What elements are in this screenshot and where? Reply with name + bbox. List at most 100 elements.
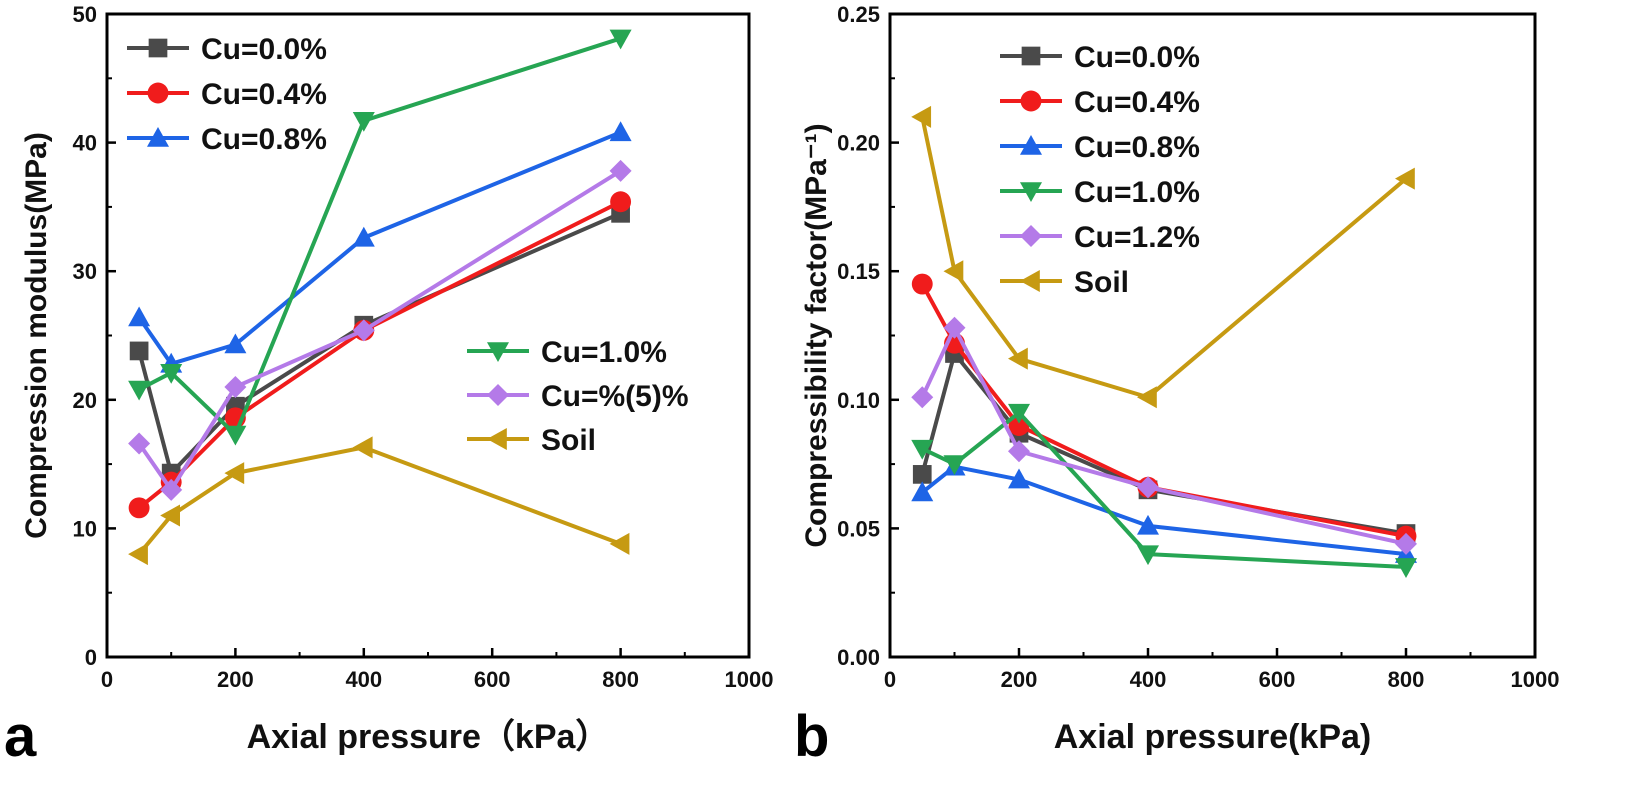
panel-a-legend-item-cu-0-8-label: Cu=0.8% (201, 123, 327, 156)
panel-b-series-cu-1-2-point-800 (1395, 532, 1417, 555)
panel-a-y-tick-label-2: 20 (73, 388, 97, 413)
panel-b-series-cu-0-0 (912, 344, 1416, 543)
panel-a-y-tick-label-1: 10 (73, 516, 97, 541)
panel-a-legend-item-soil-marker (487, 428, 507, 450)
panel-a-series-cu-0-0-point-50 (129, 341, 149, 361)
panel-a-series-cu-1-0-point-100 (160, 363, 183, 384)
panel-a-series-cu-1-2-point-100 (160, 478, 183, 501)
panel-b-series-cu-1-0-point-100 (943, 455, 966, 476)
panel-a-series-cu-0-8-point-400 (352, 226, 375, 247)
panel-b-chart: 0 200 400 600 800 1000 0.00 0.05 0.10 0.15 0.20 0.2… (800, 2, 1559, 756)
panel-b-y-tick-label-1: 0.05 (837, 516, 880, 541)
panel-b-series-cu-1-2-point-200 (1008, 440, 1030, 463)
panel-b-series-cu-0-4-line (920, 283, 1407, 539)
panel-a-series-soil-point-100 (160, 504, 180, 527)
panel-a-series-soil-point-50 (128, 543, 148, 566)
panel-b-series-cu-1-0-point-800 (1395, 558, 1417, 578)
panel-a-legend-item-cu-1-0-marker (487, 342, 509, 362)
panel-a-x-axis-title: Axial pressure（kPa） (247, 717, 610, 756)
panel-b-legend-item-cu-0-0-label: Cu=0.0% (1074, 41, 1200, 74)
panel-b-x-tick-label-200: 200 (1001, 667, 1038, 692)
panel-a-x-tick-label-0: 0 (101, 667, 113, 692)
panel-b-legend-item-cu-0-0-marker (1021, 46, 1041, 66)
panel-b-series-soil (911, 105, 1415, 409)
panel-b-series-cu-1-2-point-50 (911, 386, 934, 409)
panel-b-series-cu-1-2-point-100 (943, 316, 966, 339)
panel-b-series-soil-point-400 (1137, 386, 1157, 409)
panel-a-series-cu-0-8-line (137, 130, 622, 366)
panel-b-legend-item-soil-label: Soil (1074, 266, 1129, 299)
panel-a-x-tick-label-1000: 1000 (725, 667, 774, 692)
panel-a-legend-item-soil-label: Soil (541, 424, 596, 457)
panel-a-legend-item-cu-0-0-marker (148, 38, 168, 58)
panel-a-series-cu-0-4-point-50 (128, 497, 150, 519)
panel-a-series-soil (128, 436, 630, 566)
panel-a-series-cu-1-0-point-800 (609, 29, 632, 50)
panel-a-series-soil-point-400 (352, 436, 373, 459)
panel-a-series-cu-1-0-point-400 (352, 111, 375, 132)
panel-b-series-cu-0-0-point-50 (912, 465, 932, 484)
panel-b-x-tick-label-600: 600 (1259, 667, 1296, 692)
panel-a-series-soil-line (137, 445, 622, 556)
panel-a-series-cu-0-4-point-800 (610, 191, 632, 213)
panel-a-chart: 0 200 400 600 800 1000 0 10 20 30 40 50 Axial pressu… (20, 2, 773, 756)
panel-b-legend-item-soil-marker (1020, 270, 1040, 292)
panel-b-series-cu-1-2-line (920, 325, 1407, 546)
panel-b-series-cu-0-4-point-50 (911, 273, 933, 295)
panel-b-series-cu-0-8-point-50 (911, 481, 934, 502)
panel-b-series-cu-1-0-point-50 (911, 439, 934, 460)
panel-b-series-cu-0-8-point-400 (1137, 514, 1159, 535)
panel-a-series-cu-1-2-point-400 (352, 319, 375, 342)
panel-b-series-cu-0-0-line (920, 351, 1407, 536)
panel-b-legend-item-cu-0-8-label: Cu=0.8% (1074, 131, 1200, 164)
panel-a-legend-item-cu-0-0-label: Cu=0.0% (201, 33, 327, 66)
panel-a-series-cu-0-8-point-800 (609, 121, 632, 142)
panel-letter-b: b (794, 704, 829, 769)
panel-a-series-cu-1-0-point-200 (224, 425, 247, 446)
panel-a-x-tick-label-600: 600 (474, 667, 511, 692)
panel-a-legend-1: Cu=0.0% Cu=0.4% Cu=0.8% (127, 33, 327, 156)
panel-b-x-tick-label-1000: 1000 (1511, 667, 1560, 692)
panel-a-legend-item-cu-0-4-marker (147, 82, 169, 104)
panel-b-legend-item-cu-0-4-label: Cu=0.4% (1074, 86, 1200, 119)
panel-b-legend-item-cu-1-2-marker (1020, 225, 1042, 247)
panel-b-y-axis-title: Compressibility factor(MPa⁻¹) (800, 123, 833, 547)
panel-a-series-cu-1-2-point-800 (609, 159, 632, 182)
panel-a-series-cu-0-8 (128, 121, 632, 373)
panel-b-x-tick-label-0: 0 (884, 667, 896, 692)
panel-a-y-tick-label-3: 30 (73, 259, 97, 284)
panel-a-series-cu-1-2-point-200 (224, 375, 247, 398)
panel-b-series-cu-1-0-point-200 (1008, 403, 1030, 424)
panel-b-x-axis-title: Axial pressure(kPa) (1054, 718, 1372, 756)
panel-a-series-cu-1-0 (128, 29, 632, 446)
panel-b-legend-item-cu-1-2-label: Cu=1.2% (1074, 221, 1200, 254)
panel-a-y-tick-label-0: 0 (85, 645, 97, 670)
panel-a-series-cu-1-0-point-50 (128, 380, 151, 401)
panel-b-series-cu-1-0-point-400 (1137, 545, 1159, 566)
panel-a-legend-item-cu-0-4-label: Cu=0.4% (201, 78, 327, 111)
panel-b-y-tick-label-5: 0.25 (837, 2, 880, 27)
panel-b-y-tick-label-3: 0.15 (837, 259, 880, 284)
panel-b-legend-item-cu-0-4-marker (1020, 90, 1042, 112)
panel-b-series-soil-point-200 (1008, 347, 1028, 370)
panel-a-series-cu-1-2-point-50 (128, 432, 151, 455)
panel-b-series-soil-point-800 (1395, 167, 1415, 190)
panel-a-legend-item-cu-1-2-marker (487, 384, 509, 406)
panel-a-x-tick-label-400: 400 (345, 667, 382, 692)
panel-b-y-tick-label-0: 0.00 (837, 645, 880, 670)
panel-b-series-cu-0-8-point-200 (1008, 468, 1030, 489)
panel-a-y-tick-label-4: 40 (73, 131, 97, 156)
panel-b-series-cu-0-8-line (921, 464, 1407, 557)
panel-b-series-cu-1-2 (911, 316, 1417, 555)
panel-b-series-cu-1-0 (911, 403, 1417, 578)
panel-a-legend-item-cu-1-2-label: Cu=%(5)% (541, 380, 689, 413)
panel-b-legend-1: Cu=0.0% Cu=0.4% Cu=0.8% Cu=1.0% Cu=1.2% Soil (1000, 41, 1200, 299)
panel-b-legend-item-cu-0-8-marker (1020, 135, 1042, 155)
panel-b-y-tick-label-4: 0.20 (837, 131, 880, 156)
panel-b-series-cu-1-2-point-400 (1137, 476, 1159, 499)
panel-a-series-soil-point-800 (609, 532, 630, 555)
panel-a-y-tick-label-5: 50 (73, 2, 97, 27)
panel-b-series-soil-point-50 (911, 105, 932, 128)
